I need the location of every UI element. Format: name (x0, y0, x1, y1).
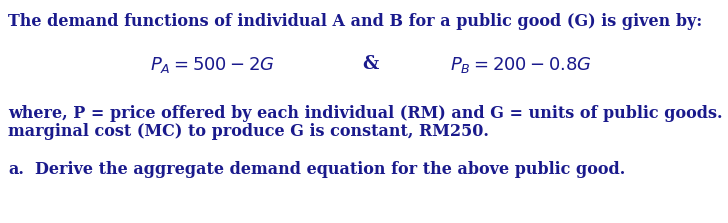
Text: &: & (362, 55, 378, 73)
Text: $P_A = 500 - 2G$: $P_A = 500 - 2G$ (150, 55, 275, 75)
Text: Derive the aggregate demand equation for the above public good.: Derive the aggregate demand equation for… (35, 161, 625, 178)
Text: The demand functions of individual A and B for a public good (G) is given by:: The demand functions of individual A and… (8, 13, 703, 30)
Text: $P_B = 200 - 0.8G$: $P_B = 200 - 0.8G$ (450, 55, 592, 75)
Text: marginal cost (MC) to produce G is constant, RM250.: marginal cost (MC) to produce G is const… (8, 123, 489, 140)
Text: a.: a. (8, 161, 24, 178)
Text: where, P = price offered by each individual (RM) and G = units of public goods. : where, P = price offered by each individ… (8, 105, 728, 122)
